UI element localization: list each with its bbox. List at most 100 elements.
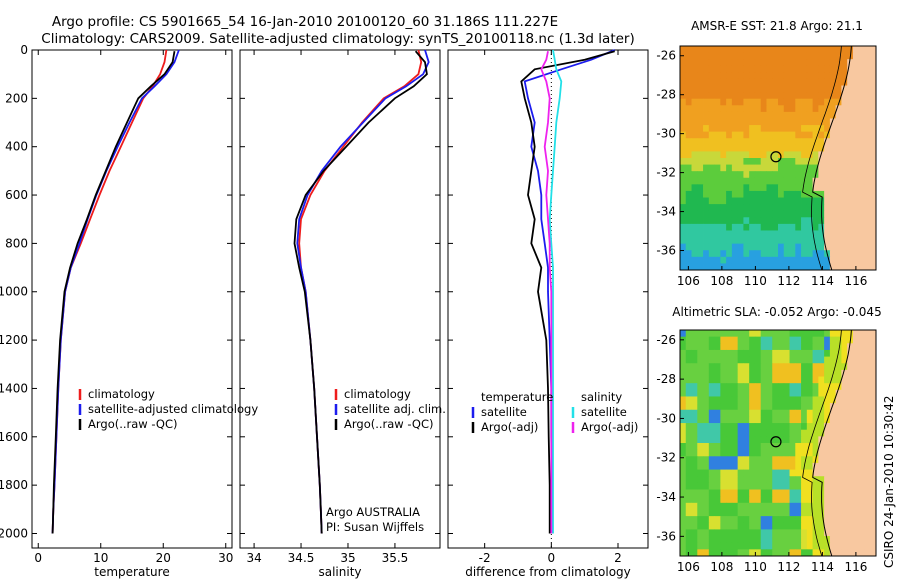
map-ytick-label: -26 xyxy=(656,333,676,347)
map-cell xyxy=(864,403,871,411)
map-cell xyxy=(795,403,802,411)
map-cell xyxy=(680,177,687,185)
map-cell xyxy=(731,356,739,364)
map-cell xyxy=(812,436,819,444)
map-cell xyxy=(760,482,767,490)
map-cell xyxy=(864,118,871,126)
map-cell xyxy=(680,230,687,238)
map-cell xyxy=(760,98,767,106)
map-cell xyxy=(731,243,739,251)
map-cell xyxy=(806,516,813,524)
map-cell xyxy=(778,250,785,258)
map-cell xyxy=(864,59,871,67)
map-cell xyxy=(737,250,744,258)
map-cell xyxy=(852,443,860,451)
map-cell xyxy=(680,443,687,451)
map-cell xyxy=(858,376,865,384)
map-cell xyxy=(858,349,865,357)
map-cell xyxy=(766,184,773,192)
map-cell xyxy=(714,516,721,524)
map-cell xyxy=(864,171,871,179)
map-cell xyxy=(726,462,733,470)
map-cell xyxy=(754,469,762,477)
map-cell xyxy=(783,502,790,510)
map-cell xyxy=(870,449,877,457)
map-cell xyxy=(772,489,779,497)
map-cell xyxy=(691,330,698,338)
map-cell xyxy=(691,151,698,159)
map-cell xyxy=(720,144,727,152)
map-cell xyxy=(783,184,790,192)
map-cell xyxy=(708,349,715,357)
map-cell xyxy=(743,423,750,431)
map-cell xyxy=(801,217,808,225)
map-cell xyxy=(783,230,790,238)
map-cell xyxy=(829,489,837,497)
map-cell xyxy=(824,509,831,517)
map-cell xyxy=(743,529,750,537)
map-cell xyxy=(812,46,819,53)
map-cell xyxy=(714,369,721,377)
map-cell xyxy=(852,369,860,377)
map-cell xyxy=(783,356,790,364)
map-cell xyxy=(824,482,831,490)
map-cell xyxy=(766,429,773,437)
map-cell xyxy=(852,210,860,218)
map-cell xyxy=(812,403,819,411)
map-cell xyxy=(720,184,727,192)
map-cell xyxy=(726,423,733,431)
map-cell xyxy=(743,403,750,411)
map-cell xyxy=(801,151,808,159)
map-cell xyxy=(778,72,785,80)
map-cell xyxy=(870,423,877,431)
map-cell xyxy=(812,105,819,113)
map-cell xyxy=(714,223,721,231)
annotation-text: Argo AUSTRALIA xyxy=(326,505,420,519)
map-cell xyxy=(743,111,750,119)
map-cell xyxy=(824,363,831,371)
map-cell xyxy=(697,151,704,159)
map-cell xyxy=(720,542,727,550)
map-cell xyxy=(852,489,860,497)
map-cell xyxy=(835,456,842,464)
map-cell xyxy=(795,204,802,212)
map-cell xyxy=(795,263,802,271)
map-cell xyxy=(766,462,773,470)
map-cell xyxy=(824,369,831,377)
map-cell xyxy=(754,403,762,411)
map-cell xyxy=(726,409,733,417)
map-cell xyxy=(737,516,744,524)
map-cell xyxy=(778,46,785,53)
map-cell xyxy=(760,171,767,179)
map-cell xyxy=(766,396,773,404)
map-cell xyxy=(841,343,848,351)
map-cell xyxy=(760,396,767,404)
map-cell xyxy=(726,336,733,344)
map-cell xyxy=(806,125,813,133)
map-cell xyxy=(737,177,744,185)
map-cell xyxy=(795,549,802,557)
map-cell xyxy=(720,85,727,93)
map-cell xyxy=(858,423,865,431)
map-cell xyxy=(743,416,750,424)
map-cell xyxy=(708,85,715,93)
map-cell xyxy=(743,369,750,377)
map-cell xyxy=(789,396,796,404)
map-cell xyxy=(870,204,877,212)
map-cell xyxy=(841,529,848,537)
map-cell xyxy=(847,65,854,73)
map-cell xyxy=(870,416,877,424)
map-cell xyxy=(754,449,762,457)
map-cell xyxy=(818,516,825,524)
map-cell xyxy=(806,46,813,53)
map-cell xyxy=(818,78,825,86)
map-cell xyxy=(818,184,825,192)
map-cell xyxy=(680,144,687,152)
map-cell xyxy=(760,190,767,198)
map-cell xyxy=(691,171,698,179)
map-cell xyxy=(760,59,767,67)
map-cell xyxy=(726,105,733,113)
map-cell xyxy=(801,144,808,152)
map-cell xyxy=(778,536,785,544)
map-cell xyxy=(818,125,825,133)
